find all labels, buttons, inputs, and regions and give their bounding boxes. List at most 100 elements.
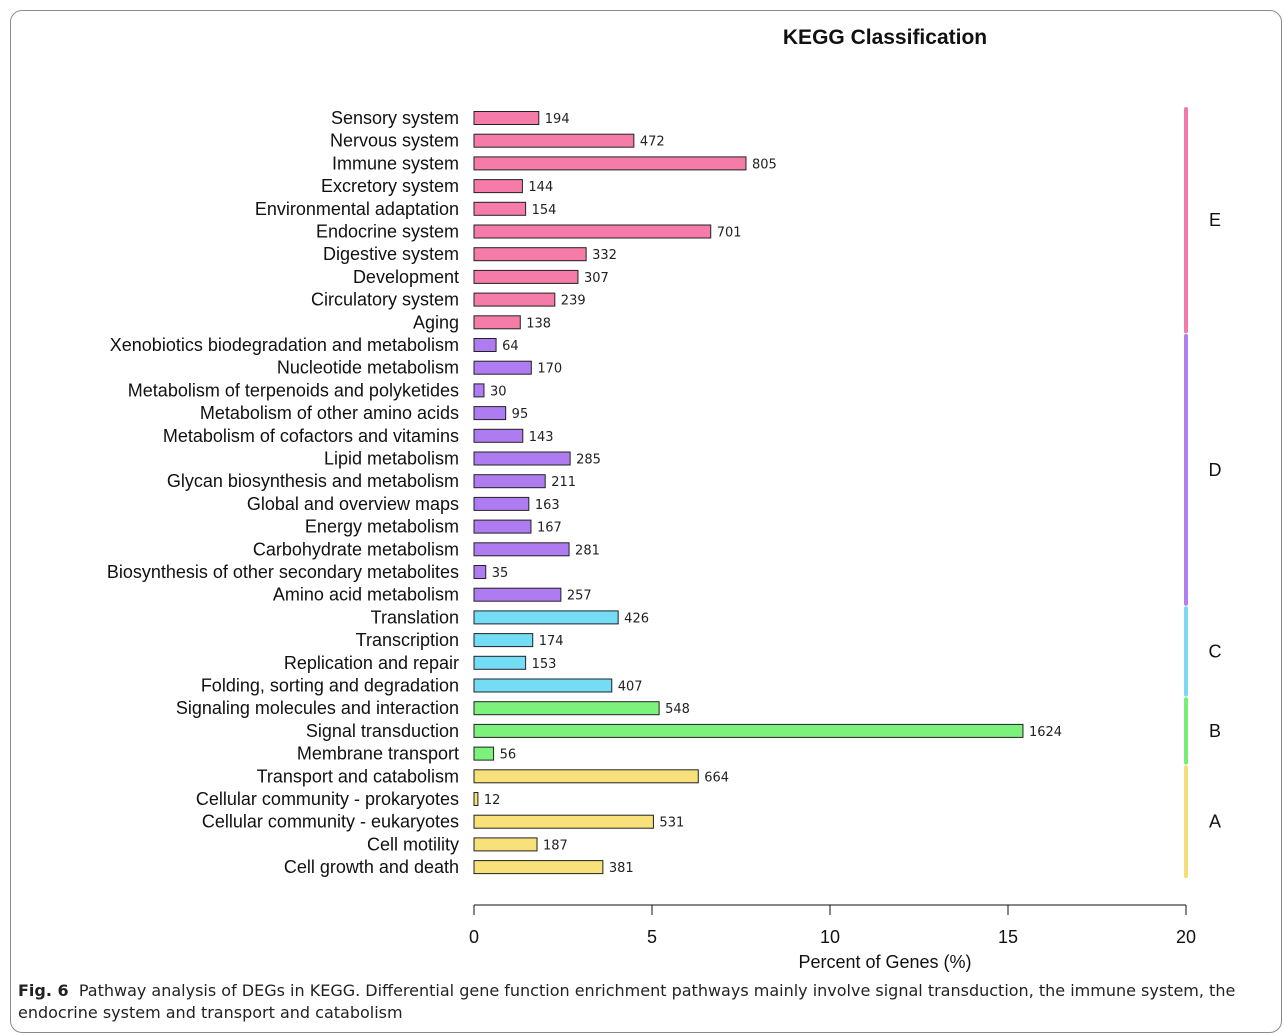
bar xyxy=(473,496,530,511)
value-label: 285 xyxy=(576,453,601,468)
value-label: 167 xyxy=(537,521,562,536)
category-label: Endocrine system xyxy=(316,222,459,242)
category-label: Cellular community - eukaryotes xyxy=(202,812,459,832)
category-label: Glycan biosynthesis and metabolism xyxy=(167,471,459,491)
bar xyxy=(473,111,540,125)
value-label: 143 xyxy=(529,430,554,445)
value-label: 805 xyxy=(752,157,777,172)
category-label: Cellular community - prokaryotes xyxy=(196,789,459,809)
value-label: 95 xyxy=(512,407,529,422)
bar xyxy=(473,701,660,716)
category-label: Metabolism of other amino acids xyxy=(200,403,459,423)
category-label: Transport and catabolism xyxy=(257,766,459,786)
bar xyxy=(473,315,521,330)
value-label: 12 xyxy=(484,793,501,808)
group-label: D xyxy=(1209,460,1222,480)
category-label: Aging xyxy=(413,312,459,332)
group-brackets-layer: E D C B A xyxy=(1184,107,1222,879)
bar xyxy=(473,678,613,693)
value-labels-layer: 1944728051441547013323072391386417030951… xyxy=(484,112,1062,876)
bar xyxy=(473,792,479,806)
category-label: Signal transduction xyxy=(306,721,459,741)
group-label: A xyxy=(1209,812,1221,832)
value-label: 30 xyxy=(490,384,507,399)
category-label: Carbohydrate metabolism xyxy=(253,539,459,559)
bar xyxy=(473,360,532,375)
category-label: Energy metabolism xyxy=(305,517,459,537)
category-label: Metabolism of terpenoids and polyketides xyxy=(128,380,459,400)
bar xyxy=(473,860,604,875)
bar xyxy=(473,179,523,194)
bar xyxy=(473,474,546,489)
x-tick-label: 15 xyxy=(998,927,1018,947)
figure-frame xyxy=(10,10,1282,1033)
value-label: 64 xyxy=(502,339,519,354)
category-label: Nervous system xyxy=(330,131,459,151)
bar xyxy=(473,814,654,829)
value-label: 35 xyxy=(492,566,509,581)
value-label: 154 xyxy=(532,203,557,218)
x-axis-label: Percent of Genes (%) xyxy=(798,952,971,972)
category-label: Global and overview maps xyxy=(247,494,459,514)
group-label: E xyxy=(1209,210,1221,230)
value-label: 664 xyxy=(704,770,729,785)
category-label: Amino acid metabolism xyxy=(273,585,459,605)
category-label: Xenobiotics biodegradation and metabolis… xyxy=(110,335,459,355)
bar xyxy=(473,247,587,262)
bar xyxy=(473,542,570,557)
bar xyxy=(473,633,534,648)
bar xyxy=(473,292,556,307)
bar xyxy=(473,224,712,239)
group-label: B xyxy=(1209,721,1221,741)
figure-caption: Fig. 6 Pathway analysis of DEGs in KEGG.… xyxy=(18,980,1268,1024)
x-axis: 0 5 10 15 20 xyxy=(469,904,1196,947)
category-label: Sensory system xyxy=(331,108,459,128)
bar xyxy=(473,519,532,534)
category-label: Cell growth and death xyxy=(284,857,459,877)
category-label: Digestive system xyxy=(323,244,459,264)
value-label: 138 xyxy=(526,316,551,331)
value-label: 332 xyxy=(592,248,617,263)
bar xyxy=(473,587,562,602)
bar xyxy=(473,746,495,761)
bar xyxy=(473,723,1024,738)
bar xyxy=(473,383,485,398)
category-label: Lipid metabolism xyxy=(324,449,459,469)
kegg-bar-chart: KEGG Classification Sensory system Nervou… xyxy=(107,26,1222,972)
category-label: Signaling molecules and interaction xyxy=(176,698,459,718)
bar xyxy=(473,269,579,284)
category-label: Excretory system xyxy=(321,176,459,196)
category-label: Replication and repair xyxy=(284,653,459,673)
value-label: 1624 xyxy=(1029,725,1062,740)
bar xyxy=(473,837,538,852)
bar xyxy=(473,156,747,171)
value-label: 153 xyxy=(532,657,557,672)
x-tick-label: 5 xyxy=(647,927,657,947)
bar xyxy=(473,338,497,352)
bar xyxy=(473,610,619,625)
x-tick-label: 10 xyxy=(820,927,840,947)
bar xyxy=(473,133,635,148)
bar xyxy=(473,565,487,579)
bar xyxy=(473,451,571,466)
caption-label: Fig. 6 xyxy=(18,981,69,1000)
value-label: 531 xyxy=(659,816,684,831)
bar xyxy=(473,406,507,421)
group-label: C xyxy=(1209,641,1222,661)
value-label: 407 xyxy=(618,680,643,695)
value-label: 211 xyxy=(551,475,576,490)
value-label: 170 xyxy=(537,362,562,377)
value-label: 307 xyxy=(584,271,609,286)
bars-layer xyxy=(473,111,1024,875)
chart-title: KEGG Classification xyxy=(783,26,987,49)
category-label: Circulatory system xyxy=(311,290,459,310)
category-label: Folding, sorting and degradation xyxy=(201,676,459,696)
bar xyxy=(473,428,524,443)
bar xyxy=(473,655,527,670)
value-label: 144 xyxy=(528,180,553,195)
value-label: 257 xyxy=(567,589,592,604)
value-label: 381 xyxy=(609,861,634,876)
category-label: Biosynthesis of other secondary metaboli… xyxy=(107,562,459,582)
x-tick-label: 0 xyxy=(469,927,479,947)
